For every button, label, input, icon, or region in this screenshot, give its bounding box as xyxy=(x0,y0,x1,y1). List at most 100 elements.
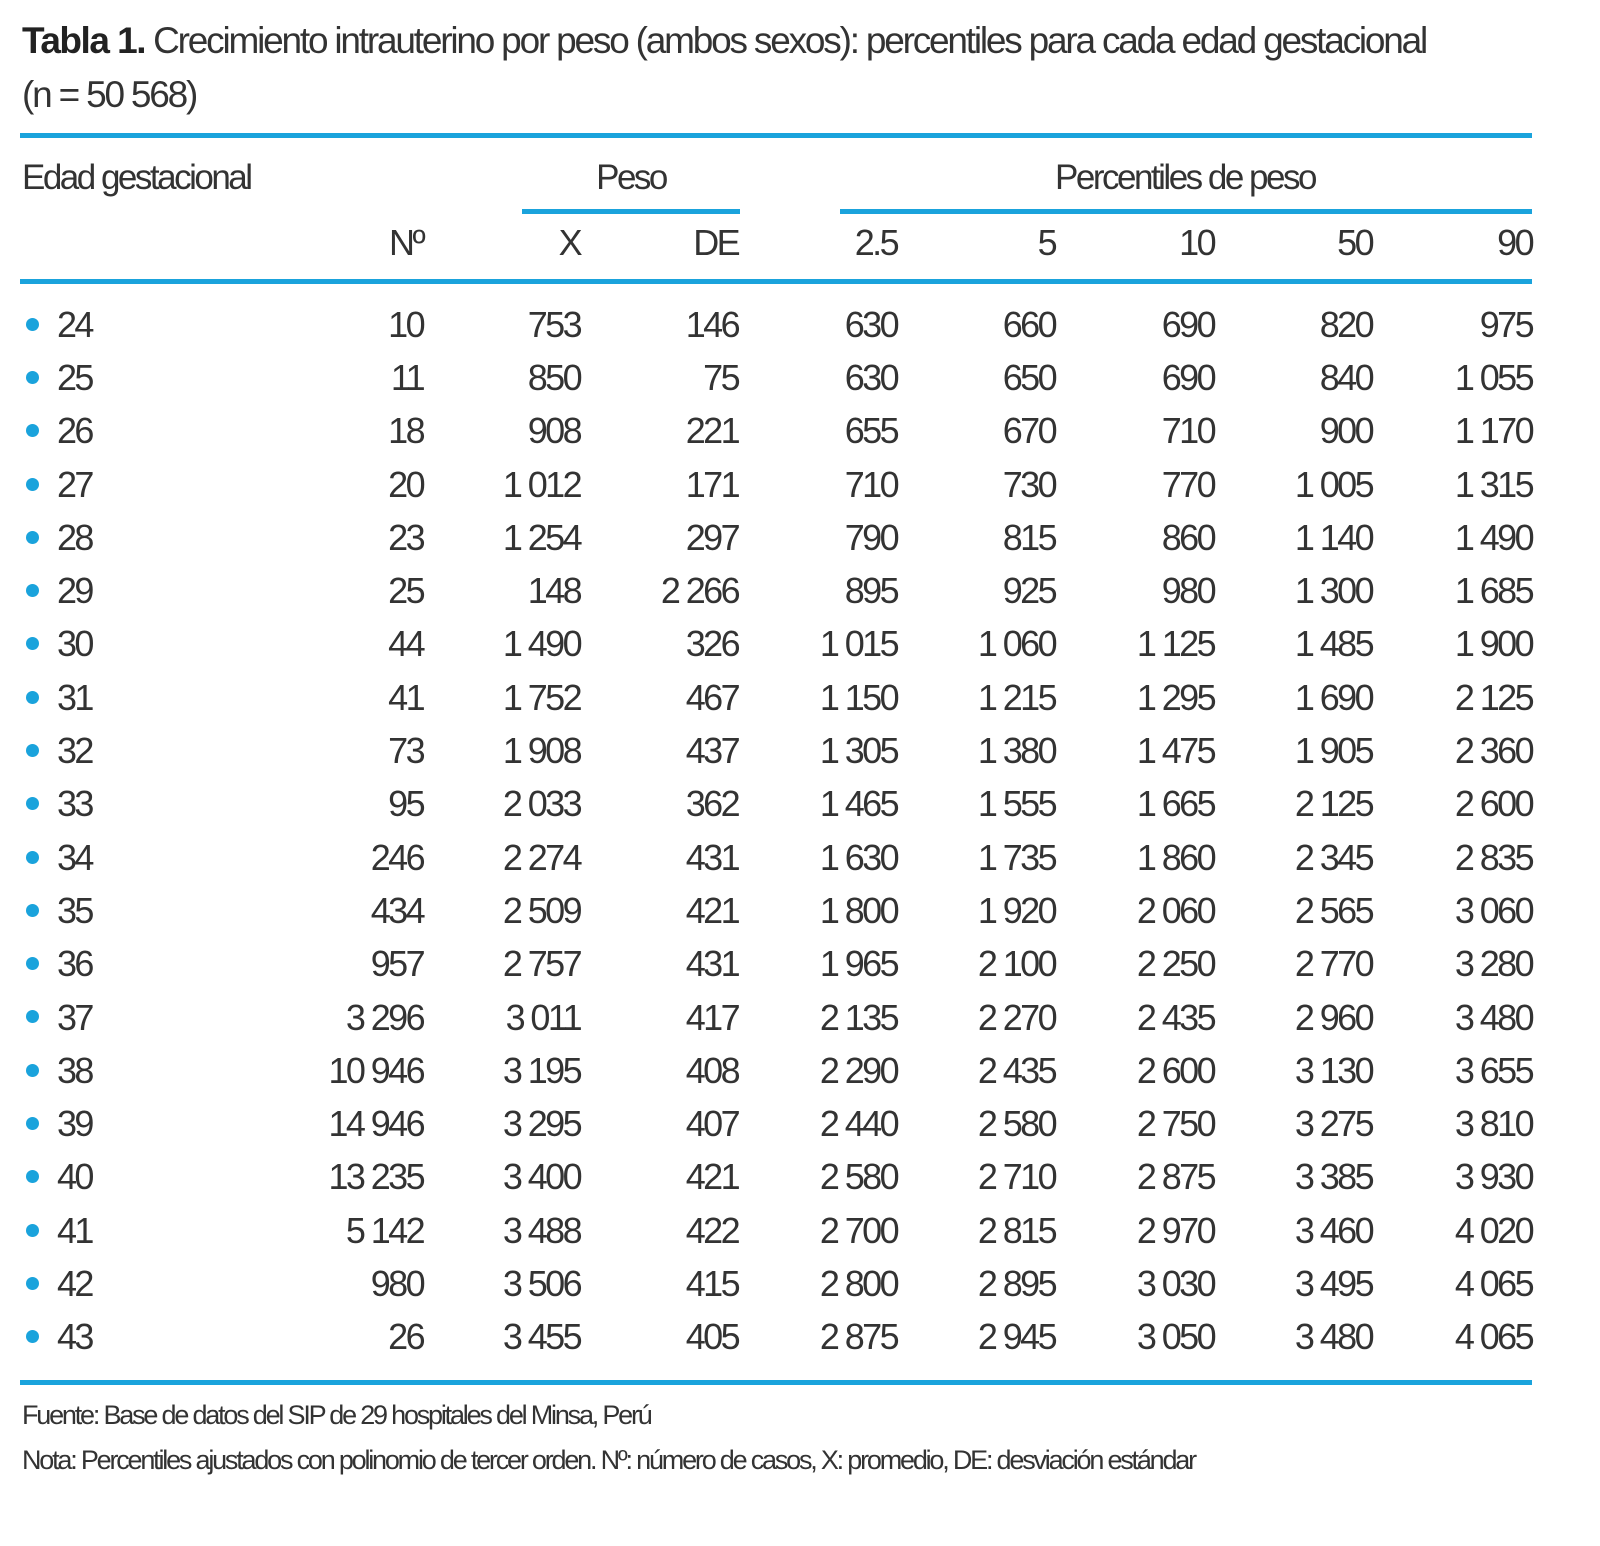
table-row: 38 10 946 3 195 408 2 290 2 435 2 600 3 130 3 65… xyxy=(20,1044,1535,1097)
cell-x: 148 xyxy=(527,570,583,612)
bullet-icon xyxy=(26,1330,39,1344)
cell-n: 957 xyxy=(370,943,426,985)
cell-age: 24 xyxy=(20,298,270,351)
col-header-p2-5: 2.5 xyxy=(854,222,900,263)
cell-p50: 3 495 xyxy=(1294,1262,1375,1304)
cell-p50: 2 125 xyxy=(1294,783,1375,825)
bullet-icon xyxy=(26,584,39,598)
cell-p5: 2 710 xyxy=(977,1156,1058,1198)
cell-p90: 3 930 xyxy=(1454,1156,1535,1198)
cell-p10: 770 xyxy=(1161,463,1217,505)
footer-source: Fuente: Base de datos del SIP de 29 hosp… xyxy=(22,1400,653,1430)
cell-p10: 2 970 xyxy=(1136,1209,1217,1251)
cell-age: 32 xyxy=(20,724,270,777)
cell-de: 146 xyxy=(685,303,741,345)
percentiles-subrule xyxy=(840,209,1532,214)
table-row: 27 20 1 012 171 710 730 770 1 005 1 315 xyxy=(20,458,1535,511)
age-value: 24 xyxy=(57,303,94,345)
cell-age: 36 xyxy=(20,938,270,991)
table-row: 29 25 148 2 266 895 925 980 1 300 1 685 xyxy=(20,564,1535,617)
cell-p5: 2 895 xyxy=(977,1262,1058,1304)
cell-de: 437 xyxy=(685,730,741,772)
cell-x: 2 757 xyxy=(502,943,583,985)
col-header-n: Nº xyxy=(389,222,426,263)
cell-p90: 1 490 xyxy=(1454,516,1535,558)
bullet-icon xyxy=(26,850,39,864)
bullet-icon xyxy=(26,797,39,811)
cell-p5: 660 xyxy=(1002,303,1058,345)
cell-p10: 2 250 xyxy=(1136,943,1217,985)
cell-p90: 975 xyxy=(1479,303,1535,345)
bottom-rule xyxy=(20,1380,1532,1385)
cell-age: 35 xyxy=(20,884,270,937)
cell-de: 431 xyxy=(685,943,741,985)
col-header-p50: 50 xyxy=(1337,222,1374,263)
cell-de: 297 xyxy=(685,516,741,558)
cell-p50: 2 565 xyxy=(1294,889,1375,931)
cell-p2-5: 1 630 xyxy=(819,836,900,878)
cell-p5: 2 270 xyxy=(977,996,1058,1038)
cell-p5: 1 060 xyxy=(977,623,1058,665)
header-rule xyxy=(20,279,1532,284)
table-row: 43 26 3 455 405 2 875 2 945 3 050 3 480 4 065 xyxy=(20,1311,1535,1364)
table-row: 39 14 946 3 295 407 2 440 2 580 2 750 3 275 3 81… xyxy=(20,1097,1535,1150)
cell-x: 3 195 xyxy=(502,1049,583,1091)
cell-de: 421 xyxy=(685,889,741,931)
cell-p50: 840 xyxy=(1319,356,1375,398)
cell-p50: 3 385 xyxy=(1294,1156,1375,1198)
cell-p5: 815 xyxy=(1002,516,1058,558)
table-title-text: Crecimiento intrauterino por peso (ambos… xyxy=(153,20,1428,61)
cell-x: 1 908 xyxy=(502,730,583,772)
bullet-icon xyxy=(26,1063,39,1077)
cell-age: 34 xyxy=(20,831,270,884)
cell-p5: 730 xyxy=(1002,463,1058,505)
age-value: 33 xyxy=(57,783,94,825)
bullet-icon xyxy=(26,1170,39,1184)
cell-n: 5 142 xyxy=(345,1209,426,1251)
cell-p50: 1 690 xyxy=(1294,676,1375,718)
cell-p90: 2 125 xyxy=(1454,676,1535,718)
table-row: 24 10 753 146 630 660 690 820 975 xyxy=(20,298,1535,351)
cell-n: 95 xyxy=(388,783,425,825)
cell-p50: 3 275 xyxy=(1294,1103,1375,1145)
table-title: Tabla 1. Crecimiento intrauterino por pe… xyxy=(22,14,1542,122)
cell-p50: 3 460 xyxy=(1294,1209,1375,1251)
cell-p2-5: 2 580 xyxy=(819,1156,900,1198)
cell-p50: 1 005 xyxy=(1294,463,1375,505)
cell-p5: 2 100 xyxy=(977,943,1058,985)
cell-n: 11 xyxy=(390,356,426,398)
cell-de: 2 266 xyxy=(660,570,741,612)
cell-age: 30 xyxy=(20,618,270,671)
cell-de: 405 xyxy=(685,1316,741,1358)
cell-de: 171 xyxy=(685,463,741,505)
age-value: 31 xyxy=(57,676,94,718)
bullet-icon xyxy=(26,477,39,491)
cell-p10: 980 xyxy=(1161,570,1217,612)
bullet-icon xyxy=(26,903,39,917)
cell-age: 42 xyxy=(20,1257,270,1310)
cell-p50: 3 130 xyxy=(1294,1049,1375,1091)
cell-n: 44 xyxy=(388,623,425,665)
age-value: 36 xyxy=(57,943,94,985)
table-row: 40 13 235 3 400 421 2 580 2 710 2 875 3 385 3 93… xyxy=(20,1151,1535,1204)
cell-p10: 860 xyxy=(1161,516,1217,558)
cell-p2-5: 2 290 xyxy=(819,1049,900,1091)
cell-p2-5: 1 015 xyxy=(819,623,900,665)
age-value: 38 xyxy=(57,1049,94,1091)
cell-p50: 3 480 xyxy=(1294,1316,1375,1358)
bullet-icon xyxy=(26,637,39,651)
cell-p50: 1 140 xyxy=(1294,516,1375,558)
age-value: 29 xyxy=(57,570,94,612)
cell-x: 1 254 xyxy=(502,516,583,558)
cell-age: 27 xyxy=(20,458,270,511)
cell-p2-5: 630 xyxy=(844,303,900,345)
cell-age: 26 xyxy=(20,405,270,458)
cell-x: 908 xyxy=(527,410,583,452)
cell-p90: 4 065 xyxy=(1454,1262,1535,1304)
cell-age: 29 xyxy=(20,564,270,617)
table-row: 37 3 296 3 011 417 2 135 2 270 2 435 2 960 3 480 xyxy=(20,991,1535,1044)
cell-p50: 1 300 xyxy=(1294,570,1375,612)
cell-de: 431 xyxy=(685,836,741,878)
cell-x: 3 011 xyxy=(505,996,583,1038)
cell-p90: 3 280 xyxy=(1454,943,1535,985)
